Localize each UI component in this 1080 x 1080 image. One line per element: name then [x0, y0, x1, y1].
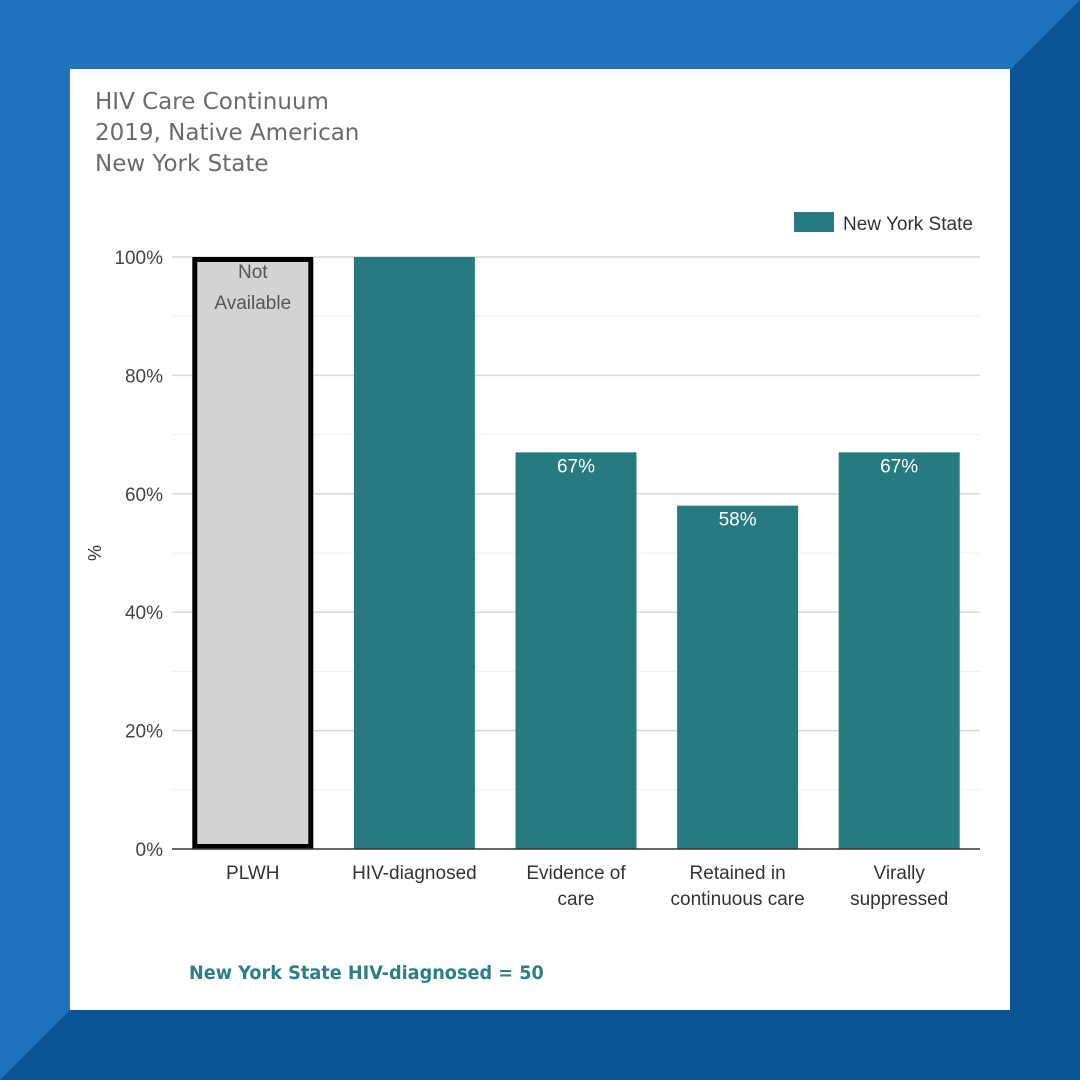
bar-hiv-diagnosed	[353, 257, 475, 849]
title-line-1: HIV Care Continuum	[95, 89, 329, 115]
x-tick-label: HIV-diagnosed	[352, 863, 477, 884]
x-tick-label: care	[558, 889, 595, 910]
bar-virally-suppressed	[838, 452, 960, 849]
chart-card: HIV Care Continuum 2019, Native American…	[70, 69, 1010, 1010]
x-tick-label: Virally	[874, 863, 926, 884]
bar-chart: 0% 20% 40% 60% 80% 100%% Not Available PLWH HIV-d…	[85, 212, 980, 910]
data-label: 67%	[557, 456, 595, 477]
y-tick-label: 100%	[114, 248, 163, 269]
chart-title: HIV Care Continuum 2019, Native American…	[95, 87, 359, 180]
y-tick-label: 80%	[125, 366, 163, 387]
x-tick-label: Evidence of	[526, 863, 626, 884]
x-tick-label: Retained in	[690, 863, 786, 884]
x-tick-label: PLWH	[226, 863, 279, 884]
y-axis-label: %	[85, 545, 105, 561]
bar-retained-in-continuous-care	[677, 505, 799, 849]
data-label: 58%	[719, 510, 757, 531]
legend-label: New York State	[843, 214, 973, 235]
data-label: 67%	[880, 456, 918, 477]
x-tick-label: continuous care	[671, 889, 805, 910]
legend-swatch	[794, 212, 834, 232]
title-line-3: New York State	[95, 151, 269, 177]
bar-not-available	[192, 257, 314, 849]
x-tick-label: suppressed	[850, 889, 948, 910]
not-available-label: Not	[238, 262, 268, 283]
y-tick-label: 60%	[125, 485, 163, 506]
y-tick-label: 40%	[125, 603, 163, 624]
not-available-label: Available	[214, 293, 291, 314]
footnote: New York State HIV-diagnosed = 50	[189, 962, 544, 984]
bar-evidence-of-care	[515, 452, 637, 849]
y-tick-label: 20%	[125, 722, 163, 743]
y-tick-label: 0%	[136, 840, 164, 861]
title-line-2: 2019, Native American	[95, 120, 360, 146]
